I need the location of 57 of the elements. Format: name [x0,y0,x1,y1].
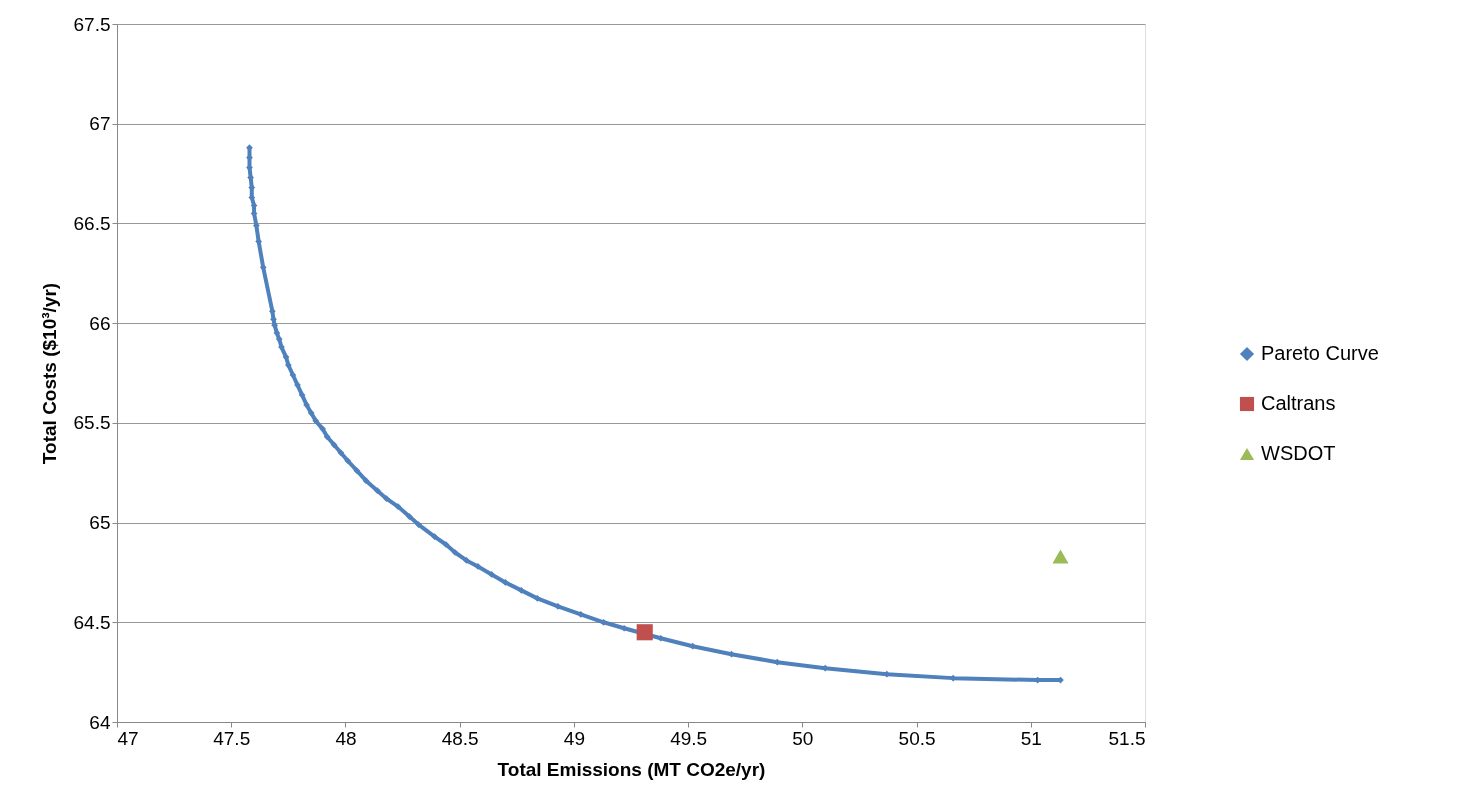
point [374,487,381,495]
point [554,602,562,610]
point [728,650,735,658]
y-tick-label: 67 [89,113,111,135]
y-tick-label: 65 [89,512,111,534]
point [577,610,585,618]
point [319,425,326,433]
point [431,533,438,540]
point [323,433,331,441]
y-tick-label: 67.5 [73,13,111,35]
point [600,618,607,626]
x-tick-label: 50.5 [898,727,936,749]
point [289,371,297,379]
point [488,571,495,578]
point [303,401,310,409]
legend-label: Caltrans [1261,392,1336,414]
x-tick-label: 48.5 [441,727,479,749]
x-axis-title: Total Emissions (MT CO2e/yr) [497,758,766,780]
y-tick-label: 64 [89,711,111,733]
y-axis-title: Total Costs ($10³/yr) [38,282,60,465]
x-tick-label: 49.5 [670,727,708,749]
point [307,409,315,417]
point [502,579,509,586]
x-tick-label: 47 [117,727,139,749]
point [406,513,413,520]
point [248,194,256,201]
point [282,353,290,361]
legend-label: Pareto Curve [1261,342,1379,364]
point [246,144,253,151]
legend-label: WSDOT [1261,442,1336,464]
point [517,587,525,594]
x-tick-label: 50 [792,727,814,749]
x-tick-label: 49 [563,727,585,749]
point [344,457,352,465]
point [284,361,292,369]
point [636,624,653,641]
point [353,467,361,475]
point [248,184,256,191]
point [337,449,345,457]
point [247,174,254,181]
point [312,417,320,425]
point [533,595,541,602]
point [415,521,422,528]
point [298,391,306,399]
x-tick-label: 48 [335,727,357,749]
point [383,495,390,502]
x-tick-label: 51 [1020,727,1042,749]
point [362,477,370,485]
y-tick-label: 65.5 [73,412,111,434]
x-tick-label: 51.5 [1108,727,1146,749]
point [330,441,338,449]
y-tick-label: 64.5 [73,611,111,633]
x-tick-label: 47.5 [213,727,251,749]
y-tick-label: 66.5 [73,212,111,234]
point [463,557,470,564]
y-tick-label: 66 [89,312,111,334]
point [1052,549,1069,564]
